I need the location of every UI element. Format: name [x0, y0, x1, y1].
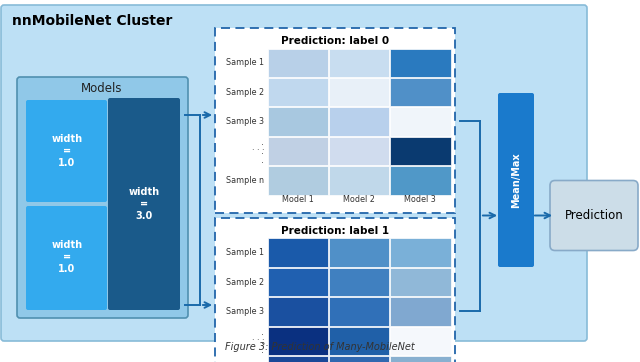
Bar — [268, 327, 328, 355]
FancyBboxPatch shape — [26, 206, 107, 310]
Text: nnMobileNet Cluster: nnMobileNet Cluster — [12, 14, 172, 28]
Bar — [390, 297, 451, 326]
Text: Model 3: Model 3 — [404, 194, 436, 203]
Text: Sample 2: Sample 2 — [226, 278, 264, 287]
Bar — [268, 137, 328, 165]
Bar — [268, 166, 328, 194]
FancyBboxPatch shape — [215, 28, 455, 213]
Text: · · ·: · · · — [252, 336, 264, 345]
FancyBboxPatch shape — [498, 93, 534, 267]
Bar — [390, 239, 451, 267]
Text: width
=
3.0: width = 3.0 — [129, 188, 159, 220]
Bar — [268, 356, 328, 362]
Text: Sample 1: Sample 1 — [226, 248, 264, 257]
Bar — [329, 327, 389, 355]
Text: Sample 3: Sample 3 — [226, 117, 264, 126]
Text: width
=
1.0: width = 1.0 — [51, 134, 83, 168]
Text: .
.
.: . . . — [261, 137, 264, 165]
Bar — [329, 268, 389, 296]
Text: Prediction: label 1: Prediction: label 1 — [281, 226, 389, 236]
FancyBboxPatch shape — [17, 77, 188, 318]
Bar — [329, 137, 389, 165]
Text: Sample 3: Sample 3 — [226, 307, 264, 316]
Text: Model 1: Model 1 — [282, 194, 314, 203]
Text: width
=
1.0: width = 1.0 — [51, 240, 83, 274]
Text: Mean/Max: Mean/Max — [511, 152, 521, 208]
Bar — [390, 327, 451, 355]
Text: Prediction: Prediction — [564, 209, 623, 222]
Bar — [390, 137, 451, 165]
Bar — [268, 107, 328, 136]
Bar — [329, 78, 389, 106]
Bar — [390, 356, 451, 362]
FancyBboxPatch shape — [215, 218, 455, 362]
Bar — [329, 107, 389, 136]
Bar — [390, 78, 451, 106]
Text: Sample n: Sample n — [226, 176, 264, 185]
FancyBboxPatch shape — [26, 100, 107, 202]
Bar — [329, 356, 389, 362]
Bar — [390, 49, 451, 77]
Bar — [390, 107, 451, 136]
Bar — [329, 49, 389, 77]
Text: .
.
.: . . . — [261, 327, 264, 355]
Text: Prediction: label 0: Prediction: label 0 — [281, 36, 389, 46]
Bar — [390, 268, 451, 296]
Text: Models: Models — [81, 82, 123, 95]
Bar — [329, 297, 389, 326]
Text: Sample 2: Sample 2 — [226, 88, 264, 97]
Bar — [390, 166, 451, 194]
Text: · · ·: · · · — [252, 146, 264, 155]
FancyBboxPatch shape — [550, 181, 638, 251]
Text: Figure 3: Prediction of Many-MobileNet: Figure 3: Prediction of Many-MobileNet — [225, 342, 415, 352]
Bar — [268, 297, 328, 326]
Text: Model 2: Model 2 — [343, 194, 375, 203]
Bar — [268, 49, 328, 77]
Bar — [268, 268, 328, 296]
FancyBboxPatch shape — [1, 5, 587, 341]
Bar — [329, 239, 389, 267]
Bar — [268, 78, 328, 106]
Text: Sample 1: Sample 1 — [226, 58, 264, 67]
Bar — [268, 239, 328, 267]
FancyBboxPatch shape — [108, 98, 180, 310]
Bar — [329, 166, 389, 194]
